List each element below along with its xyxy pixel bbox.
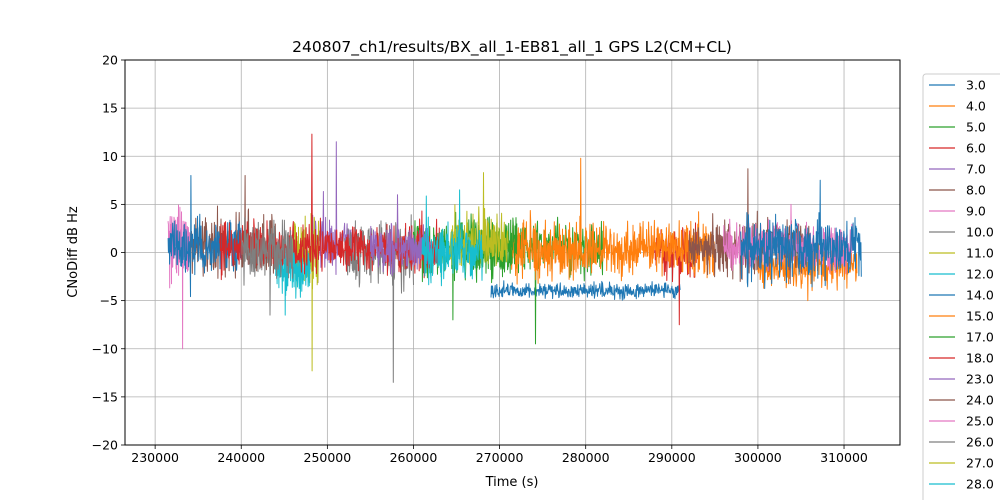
x-tick-label: 280000 bbox=[562, 450, 610, 465]
y-tick-label: −20 bbox=[92, 438, 118, 453]
series-line-15.0 bbox=[507, 157, 716, 285]
y-tick-label: −5 bbox=[100, 293, 118, 308]
legend-label: 24.0 bbox=[966, 393, 994, 408]
legend-box bbox=[922, 73, 1000, 500]
series-line-29.0 bbox=[740, 179, 862, 289]
x-tick-label: 270000 bbox=[476, 450, 524, 465]
legend-entry: 8.0 bbox=[929, 183, 986, 198]
legend-label: 26.0 bbox=[966, 435, 994, 450]
legend-entry: 9.0 bbox=[929, 204, 986, 219]
series-line-3.0 bbox=[490, 280, 681, 301]
x-tick-label: 240000 bbox=[217, 450, 265, 465]
legend-entry: 5.0 bbox=[929, 120, 986, 135]
legend-label: 11.0 bbox=[966, 246, 994, 261]
legend-entry: 26.0 bbox=[929, 435, 994, 450]
legend-label: 5.0 bbox=[966, 120, 986, 135]
legend-entry: 23.0 bbox=[929, 372, 994, 387]
legend-entry: 3.0 bbox=[929, 78, 986, 93]
y-tick-label: −15 bbox=[92, 389, 118, 404]
legend-entry: 6.0 bbox=[929, 141, 986, 156]
legend-label: 4.0 bbox=[966, 99, 986, 114]
legend-entry: 4.0 bbox=[929, 99, 986, 114]
legend-entry: 12.0 bbox=[929, 267, 994, 282]
y-tick-label: 15 bbox=[102, 101, 118, 116]
y-tick-label: 20 bbox=[102, 53, 118, 68]
legend-entry: 15.0 bbox=[929, 309, 994, 324]
legend-label: 27.0 bbox=[966, 456, 994, 471]
series-line-23.0 bbox=[369, 194, 432, 276]
series-line-26.0 bbox=[240, 217, 294, 316]
legend-entry: 18.0 bbox=[929, 351, 994, 366]
legend-label: 8.0 bbox=[966, 183, 986, 198]
y-tick-label: −10 bbox=[92, 341, 118, 356]
legend-entry: 17.0 bbox=[929, 330, 994, 345]
legend-label: 6.0 bbox=[966, 141, 986, 156]
legend-entry: 25.0 bbox=[929, 414, 994, 429]
series-lines bbox=[167, 133, 862, 383]
legend-label: 10.0 bbox=[966, 225, 994, 240]
legend-label: 7.0 bbox=[966, 162, 986, 177]
legend-entry: 14.0 bbox=[929, 288, 994, 303]
x-tick-label: 300000 bbox=[734, 450, 782, 465]
legend-entry: 27.0 bbox=[929, 456, 994, 471]
x-tick-label: 310000 bbox=[820, 450, 868, 465]
x-axis-label: Time (s) bbox=[485, 475, 539, 490]
legend-label: 23.0 bbox=[966, 372, 994, 387]
legend-entry: 11.0 bbox=[929, 246, 994, 261]
x-tick-label: 230000 bbox=[131, 450, 179, 465]
legend-entry: 10.0 bbox=[929, 225, 994, 240]
legend-label: 29.0 bbox=[966, 498, 994, 500]
legend-label: 9.0 bbox=[966, 204, 986, 219]
y-tick-label: 5 bbox=[110, 197, 118, 212]
y-axis-label: CNoDiff dB Hz bbox=[66, 206, 81, 298]
series-line-28.0 bbox=[421, 189, 483, 287]
legend-label: 3.0 bbox=[966, 78, 986, 93]
x-tick-label: 250000 bbox=[304, 450, 352, 465]
chart-title: 240807_ch1/results/BX_all_1-EB81_all_1 G… bbox=[292, 38, 732, 57]
legend-label: 15.0 bbox=[966, 309, 994, 324]
legend-entry: 24.0 bbox=[929, 393, 994, 408]
legend-entry: 29.0 bbox=[966, 498, 994, 500]
legend-label: 28.0 bbox=[966, 477, 994, 492]
x-tick-label: 260000 bbox=[390, 450, 438, 465]
legend-label: 18.0 bbox=[966, 351, 994, 366]
series-line-27.0 bbox=[447, 172, 509, 273]
legend-label: 25.0 bbox=[966, 414, 994, 429]
series-line-24.0 bbox=[688, 168, 811, 285]
legend-label: 17.0 bbox=[966, 330, 994, 345]
axis-ticks: 230000 240000 250000 260000 270000 280000 2900… bbox=[92, 53, 868, 466]
legend-label: 12.0 bbox=[966, 267, 994, 282]
legend-entry: 28.0 bbox=[929, 477, 994, 492]
legend-label: 14.0 bbox=[966, 288, 994, 303]
x-tick-label: 290000 bbox=[648, 450, 696, 465]
legend-entry: 7.0 bbox=[929, 162, 986, 177]
legend: 3.0 4.0 5.0 6.0 7.0 8.0 9.0 10.0 11.0 12.0 14.0 15.… bbox=[922, 73, 1000, 500]
y-tick-label: 0 bbox=[110, 245, 118, 260]
y-tick-label: 10 bbox=[102, 149, 118, 164]
